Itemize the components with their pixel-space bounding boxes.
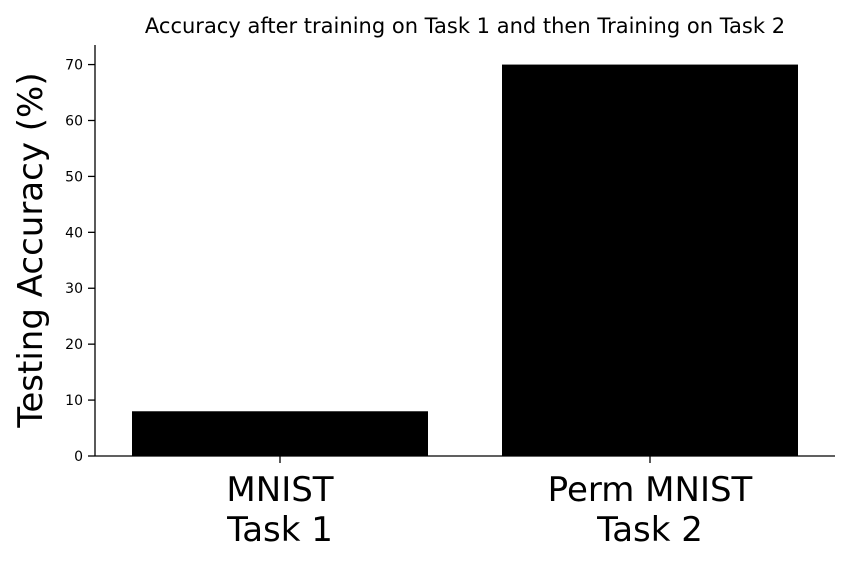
y-tick-label-3: 30 [65, 281, 83, 297]
x-tick-label-line: Task 2 [596, 510, 703, 550]
y-tick-label-7: 70 [65, 58, 83, 74]
x-tick-label-line: Task 1 [226, 510, 333, 550]
bar-0 [132, 411, 428, 456]
y-tick-label-5: 50 [65, 169, 83, 185]
y-axis-ticks: 0 10 20 30 40 50 60 70 [65, 58, 95, 465]
y-axis-label: Testing Accuracy (%) [11, 72, 51, 428]
x-axis-ticks: MNIST Task 1 Perm MNIST Task 2 [226, 456, 753, 550]
y-tick-label-4: 40 [65, 225, 83, 241]
y-tick-label-0: 0 [74, 449, 83, 465]
x-tick-label-1: Perm MNIST Task 2 [548, 470, 753, 550]
y-tick-label-2: 20 [65, 337, 83, 353]
y-tick-label-6: 60 [65, 113, 83, 129]
bars-group [132, 64, 798, 457]
x-tick-label-line: MNIST [226, 470, 333, 510]
y-tick-label-1: 10 [65, 393, 83, 409]
x-tick-label-line: Perm MNIST [548, 470, 753, 510]
bar-1 [502, 64, 798, 457]
x-tick-label-0: MNIST Task 1 [226, 470, 334, 550]
chart-title: Accuracy after training on Task 1 and th… [145, 14, 785, 38]
